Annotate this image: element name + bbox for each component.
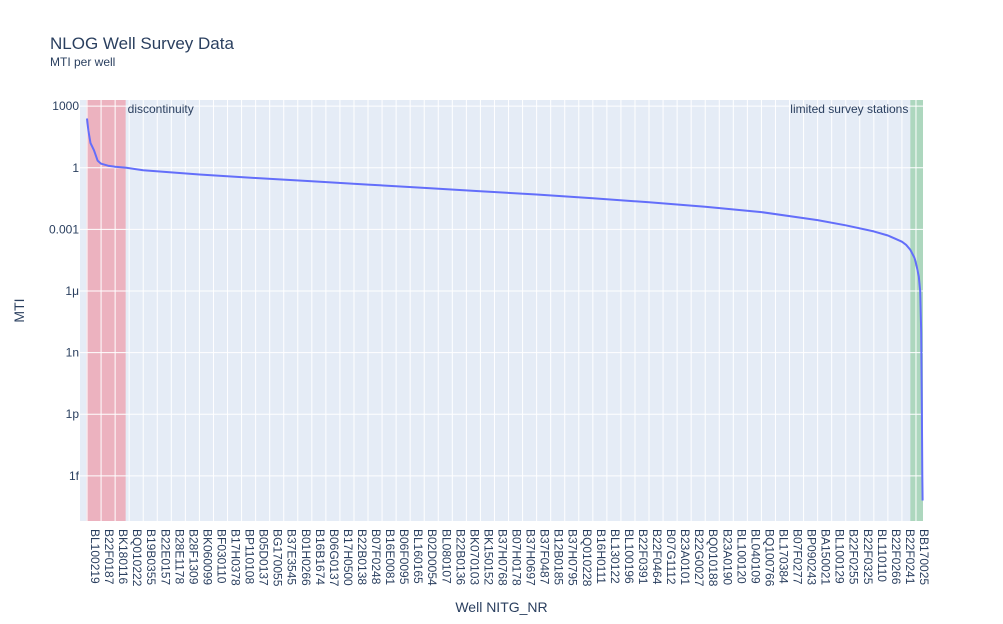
- series-line-0: [86, 118, 924, 501]
- x-tick-label: B28E1178: [172, 529, 186, 584]
- x-tick-label: B07H0178: [510, 529, 524, 586]
- x-tick-label: BQ010222: [130, 529, 144, 587]
- band-label-0: discontinuity: [128, 102, 194, 116]
- y-tick-label: 1f: [69, 469, 80, 483]
- x-tick-label: B16E0081: [383, 529, 397, 585]
- y-tick-label: 1: [72, 161, 79, 175]
- x-tick-label: B22G0027: [692, 529, 706, 587]
- x-tick-label: BK060099: [200, 529, 214, 585]
- x-tick-label: BA150021: [819, 529, 833, 585]
- x-tick-label: B16B1674: [313, 529, 327, 585]
- x-tick-label: B06G0137: [327, 529, 341, 587]
- x-tick-label: BL110110: [875, 529, 889, 582]
- x-tick-label: B22F0187: [102, 529, 116, 585]
- x-tick-label: BL040109: [748, 529, 762, 584]
- x-tick-label: B37F0487: [538, 529, 552, 585]
- x-tick-label: BL100219: [88, 529, 102, 584]
- band-1: [910, 100, 923, 521]
- y-tick-label: 1μ: [65, 284, 79, 298]
- x-tick-label: B37E3545: [285, 529, 299, 585]
- x-tick-label: BL080107: [439, 529, 453, 584]
- x-tick-label: BQ100766: [762, 529, 776, 587]
- x-tick-label: B07G1112: [664, 529, 678, 585]
- band-label-1: limited survey stations: [790, 102, 908, 116]
- x-tick-label: BK070103: [467, 529, 481, 585]
- chart-title: NLOG Well Survey Data: [50, 34, 234, 53]
- x-tick-label: B22B0138: [355, 529, 369, 585]
- x-tick-label: BP110108: [243, 529, 257, 584]
- x-tick-label: BL130122: [608, 529, 622, 584]
- x-tick-label: B06F0095: [397, 529, 411, 585]
- x-tick-label: BK180116: [116, 529, 130, 584]
- highlight-bands: [86, 100, 923, 521]
- x-tick-label: B22E0157: [158, 529, 172, 585]
- y-tick-label: 1000: [52, 99, 79, 113]
- x-tick-label: BL100120: [734, 529, 748, 584]
- plot-area: [80, 100, 923, 521]
- x-tick-label: B37H0795: [566, 529, 580, 586]
- x-tick-label: B22F0464: [650, 529, 664, 585]
- y-gridlines: [80, 105, 923, 477]
- x-tick-label: B02D0054: [425, 529, 439, 586]
- x-tick-label: B23A0190: [720, 529, 734, 585]
- x-tick-label: B22B0136: [453, 529, 467, 585]
- x-tick-label: B22F0391: [636, 529, 650, 585]
- y-tick-label: 0.001: [49, 222, 79, 236]
- x-tick-label: BQ010188: [706, 529, 720, 587]
- x-tick-label: BQ010228: [580, 529, 594, 587]
- x-tick-label: BB170025: [917, 529, 931, 585]
- y-tick-labels: 1000 1 0.001 1μ 1n 1p 1f: [49, 99, 80, 483]
- x-tick-label: B22F0241: [903, 529, 917, 585]
- x-tick-label: BL160165: [411, 529, 425, 584]
- x-tick-label: BL170384: [776, 529, 790, 584]
- chart-subtitle: MTI per well: [50, 55, 116, 69]
- band-labels: discontinuity limited survey stations: [128, 102, 909, 116]
- x-tick-label: B37H0697: [524, 529, 538, 586]
- x-tick-label: B07F0248: [369, 529, 383, 585]
- x-gridlines: [86, 100, 917, 521]
- x-tick-label: B17H0378: [229, 529, 243, 586]
- x-tick-label: B07F0277: [791, 529, 805, 585]
- x-tick-label: BP090243: [805, 529, 819, 585]
- x-tick-label: B17H0500: [341, 529, 355, 586]
- x-tick-label: B01H0266: [299, 529, 313, 586]
- x-tick-label: B12B0185: [552, 529, 566, 585]
- x-tick-label: BF030110: [214, 529, 228, 584]
- x-tick-labels: BL100219 B22F0187 BK180116 BQ010222 B19B0355…: [88, 529, 931, 587]
- y-axis-title: MTI: [11, 298, 27, 322]
- x-tick-label: BL100129: [833, 529, 847, 584]
- x-tick-label: B22F0255: [847, 529, 861, 585]
- x-tick-label: B16H0111: [594, 529, 608, 584]
- x-tick-label: B23A0101: [678, 529, 692, 585]
- band-0: [86, 100, 126, 521]
- y-tick-label: 1n: [66, 346, 79, 360]
- x-tick-label: B37H0768: [495, 529, 509, 586]
- x-tick-label: B22F0325: [861, 529, 875, 585]
- x-tick-label: B22F0266: [889, 529, 903, 585]
- series-lines: [86, 118, 924, 501]
- x-tick-label: BL100196: [622, 529, 636, 584]
- x-tick-label: B05D0137: [257, 529, 271, 586]
- x-tick-label: B28F1309: [186, 529, 200, 585]
- x-axis-title: Well NITG_NR: [455, 599, 547, 615]
- x-tick-label: B19B0355: [144, 529, 158, 585]
- x-tick-label: BK150152: [481, 529, 495, 585]
- x-tick-label: BG170055: [271, 529, 285, 587]
- y-tick-label: 1p: [66, 407, 80, 421]
